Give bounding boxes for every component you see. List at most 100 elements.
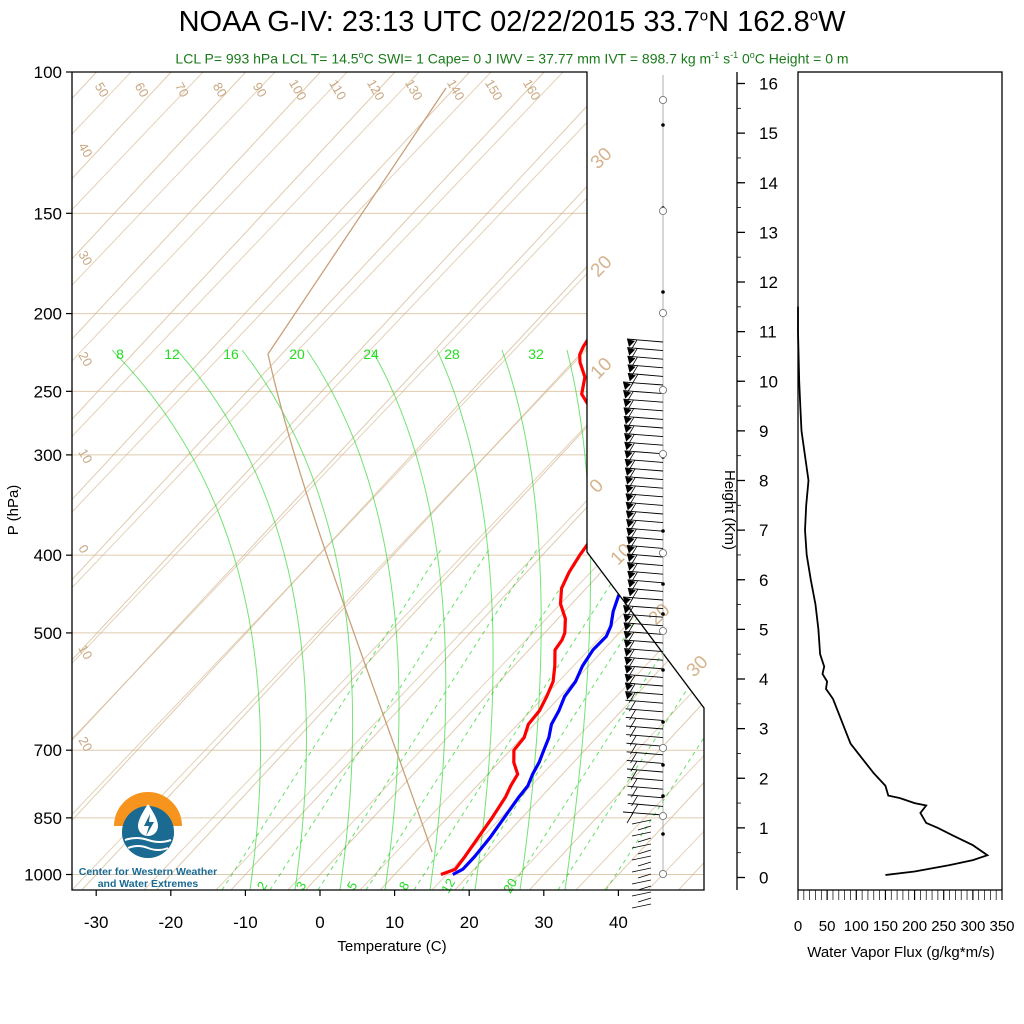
wind-barb: [624, 665, 664, 670]
flux-y-tick-label: 12: [759, 273, 778, 292]
flux-y-tick-label: 0: [759, 869, 768, 888]
wind-barb-flag: [623, 407, 632, 416]
mixing-ratio-label: 24: [363, 346, 379, 362]
wind-barb: [622, 381, 664, 386]
flux-y-tick-label: 3: [759, 720, 768, 739]
mixing-ratio-line: [365, 547, 587, 890]
wind-barb: [622, 811, 664, 816]
isotherm-line: [72, 72, 545, 890]
wind-barb-flag: [623, 399, 632, 408]
isotherm-line: [378, 72, 704, 890]
wind-barbs-group: [622, 75, 668, 909]
wind-barb: [631, 867, 652, 873]
wind-barb-flag: [625, 502, 634, 511]
x-tick-label: 10: [385, 913, 404, 932]
isotherm-label: 90: [250, 80, 270, 100]
mixing-ratio-label: 8: [116, 346, 124, 362]
wind-barb-flag: [623, 597, 631, 605]
isotherm-line: [72, 72, 704, 890]
isotherm-label: 110: [326, 77, 349, 102]
cw3e-logo: Center for Western Weather and Water Extr…: [70, 782, 226, 894]
wind-barb: [624, 648, 664, 653]
isotherm-line: [72, 72, 321, 890]
temperature-profile-line: [440, 337, 640, 877]
wind-barb-flag: [627, 588, 636, 597]
wind-barb-flag: [624, 433, 633, 442]
isotherm-label: 150: [482, 77, 506, 103]
wind-barb-flag: [624, 459, 633, 468]
wind-barb: [627, 579, 664, 584]
wind-station-dot: [661, 529, 665, 533]
y-tick-label: 500: [34, 624, 62, 643]
isotherm-label: 130: [402, 77, 426, 103]
wind-barb: [631, 879, 652, 885]
mixing-ratio-label: 20: [289, 346, 305, 362]
flux-y-tick-label: 13: [759, 223, 778, 242]
isotherm-label: 160: [520, 77, 544, 103]
y-tick-label: 700: [34, 741, 62, 760]
chart-title: NOAA G-IV: 23:13 UTC 02/22/2015 33.7oN 1…: [0, 6, 1024, 39]
isotherm-label: 20: [587, 252, 617, 282]
isotherm-line: [154, 72, 704, 890]
logo-line-1: Center for Western Weather: [78, 866, 218, 878]
wind-barb: [624, 467, 664, 472]
flux-y-tick-label: 11: [759, 323, 777, 342]
wind-barb-flag: [625, 493, 634, 502]
mixing-ratio-label: 16: [223, 346, 239, 362]
x-tick-label: 30: [534, 913, 553, 932]
wind-calm-circle: [658, 626, 668, 636]
wind-calm-circle: [658, 811, 668, 821]
isotherm-label: 0: [586, 475, 608, 497]
isotherm-label: 80: [210, 80, 230, 100]
flux-y-tick-label: 10: [759, 372, 778, 391]
wind-barb: [626, 751, 664, 756]
y-tick-label: 1000: [24, 866, 62, 885]
exponent: -1: [711, 50, 720, 60]
dry-adiabat-line: [72, 72, 245, 890]
title-text-3: W: [818, 6, 846, 38]
wind-calm-circle: [658, 449, 668, 459]
wind-barb: [626, 527, 664, 532]
wind-barb: [626, 759, 664, 764]
isotherm-line: [72, 72, 620, 890]
wind-barb: [637, 837, 652, 843]
isotherm-line: [229, 72, 704, 890]
wind-station-dot: [661, 832, 665, 836]
x-tick-label: -20: [159, 913, 184, 932]
moist-adiabat-line: [501, 349, 542, 890]
isotherm-line: [72, 72, 470, 890]
isotherm-label: 10: [587, 354, 617, 384]
wind-barb: [627, 372, 664, 377]
wind-barb-flag: [624, 442, 633, 451]
flux-y-tick-label: 2: [759, 769, 768, 788]
wind-barb-flag: [623, 390, 632, 399]
wind-barb-flag: [625, 468, 633, 476]
isotherm-label: 140: [444, 77, 468, 103]
wind-calm-circle: [658, 385, 668, 395]
wind-barb: [623, 415, 664, 420]
wind-barb-flag: [626, 511, 634, 519]
flux-y-tick-label: 5: [759, 620, 768, 639]
isotherm-label: 20: [75, 349, 95, 369]
subtitle-text-2: C SWI= 1 Cape= 0 J IWV = 37.77 mm IVT = …: [363, 50, 712, 67]
dry-adiabat-line: [503, 72, 704, 890]
wind-barb: [627, 777, 664, 782]
flux-x-tick-label: 0: [794, 918, 802, 935]
wind-barb: [625, 708, 664, 713]
degree-mark: o: [749, 50, 755, 60]
wind-barb: [631, 831, 652, 837]
wind-station-dot: [661, 668, 665, 672]
isotherm-label: 30: [75, 248, 95, 268]
isotherm-label: 30: [587, 144, 617, 174]
wind-station-dot: [661, 612, 665, 616]
wind-barb: [624, 450, 664, 455]
wind-barb: [631, 819, 652, 825]
skewt-frame: [71, 71, 705, 891]
wind-barb: [623, 639, 664, 644]
wind-barb: [637, 849, 652, 855]
wind-barb-flag: [625, 476, 634, 485]
dry-adiabat-line: [72, 72, 704, 890]
flux-x-axis-label: Water Vapor Flux (g/kg*m/s): [807, 944, 995, 961]
mixing-ratio-label: 12: [164, 346, 180, 362]
wind-barb: [631, 891, 652, 897]
